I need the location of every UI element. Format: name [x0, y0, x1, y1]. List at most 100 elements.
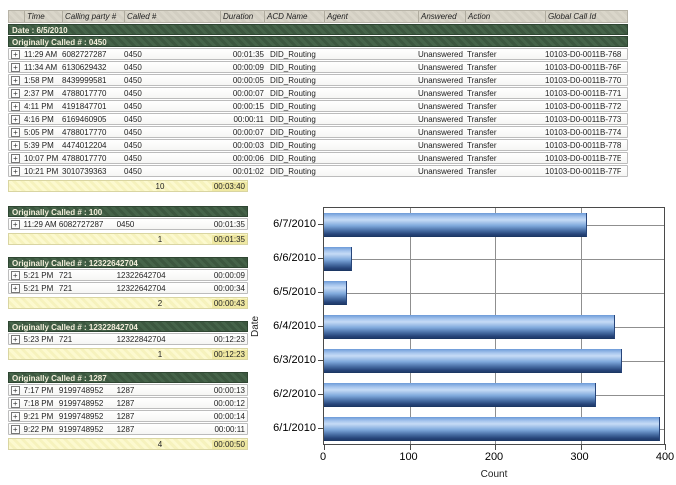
table-row[interactable]: +10:21 PM 3010739363 0450 00:01:02 DID_Routi…: [8, 165, 628, 177]
cell-answered: Unanswered: [418, 62, 463, 72]
expand-icon[interactable]: +: [11, 411, 20, 421]
cell-action: Transfer: [467, 49, 497, 59]
summary-total-duration: 00:00:43: [211, 298, 247, 308]
table-row[interactable]: +5:39 PM 4474012204 0450 00:00:03 DID_Routin…: [8, 139, 628, 151]
cell-calling-party: 721: [58, 283, 73, 293]
cell-duration: 00:00:12: [213, 398, 245, 408]
expand-icon[interactable]: +: [11, 270, 20, 280]
y-tick-label: 6/1/2010: [273, 422, 316, 434]
expand-icon[interactable]: +: [11, 424, 20, 434]
x-tick-label: 100: [399, 451, 418, 463]
table-row[interactable]: +2:37 PM 4788017770 0450 00:00:07 DID_Routin…: [8, 87, 628, 99]
cell-time: 11:29 AM: [23, 219, 57, 229]
table-row[interactable]: +5:05 PM 4788017770 0450 00:00:07 DID_Routin…: [8, 126, 628, 138]
cell-called-number: 0450: [124, 153, 142, 163]
table-row[interactable]: +11:29 AM 6082727287 0450 00:01:35 DID_Routi…: [8, 48, 628, 60]
expand-icon[interactable]: +: [11, 219, 20, 229]
cell-duration: 00:01:02: [232, 166, 264, 176]
expand-icon[interactable]: +: [11, 398, 20, 408]
table-row[interactable]: +11:29 AM 6082727287 0450 00:01:35: [8, 218, 248, 230]
cell-duration: 00:00:15: [232, 101, 264, 111]
cell-global-call-id: 10103-D0-0011B-778: [545, 140, 621, 150]
cell-calling-party: 8439999581: [62, 75, 107, 85]
column-header-acd-name: ACD Name: [265, 11, 325, 22]
cell-duration: 00:00:03: [232, 140, 264, 150]
table-row[interactable]: +5:21 PM 721 12322642704 00:00:34: [8, 282, 248, 294]
expand-icon[interactable]: +: [11, 88, 20, 98]
column-header-called-number: Called #: [125, 11, 221, 22]
expand-icon[interactable]: +: [11, 283, 20, 293]
group-header-0450: Originally Called # : 0450: [8, 36, 628, 47]
cell-called-number: 12322842704: [116, 334, 166, 344]
cell-action: Transfer: [467, 101, 497, 111]
column-header-time: Time: [25, 11, 63, 22]
group-rows-12322842704: +5:23 PM 721 12322842704 00:12:23: [8, 333, 248, 345]
group-table-100: Originally Called # : 100 +11:29 AM 60827…: [8, 206, 248, 245]
cell-acd-name: DID_Routing: [270, 88, 316, 98]
chart-plot-area: [323, 207, 666, 450]
expand-icon[interactable]: +: [11, 62, 20, 72]
cell-duration: 00:00:05: [232, 75, 264, 85]
cell-global-call-id: 10103-D0-0011B-770: [545, 75, 621, 85]
x-axis-tick: [324, 444, 325, 450]
cell-time: 7:18 PM: [23, 398, 54, 408]
column-header-calling-party: Calling party #: [63, 11, 125, 22]
cell-global-call-id: 10103-D0-0011B-77F: [545, 166, 621, 176]
cell-answered: Unanswered: [418, 49, 463, 59]
cell-duration: 00:00:06: [232, 153, 264, 163]
cell-calling-party: 4474012204: [62, 140, 107, 150]
table-row[interactable]: +9:22 PM 9199748952 1287 00:00:11: [8, 423, 248, 435]
expand-icon[interactable]: +: [11, 140, 20, 150]
cell-time: 5:39 PM: [24, 140, 54, 150]
table-row[interactable]: +4:16 PM 6169460905 0450 00:00:11 DID_Routin…: [8, 113, 628, 125]
cell-time: 9:22 PM: [23, 424, 54, 434]
group-rows-0450: +11:29 AM 6082727287 0450 00:01:35 DID_Routi…: [8, 48, 628, 177]
x-axis-tick: [580, 444, 582, 450]
cell-answered: Unanswered: [418, 101, 463, 111]
table-row[interactable]: +5:23 PM 721 12322842704 00:12:23: [8, 333, 248, 345]
cell-called-number: 1287: [116, 385, 135, 395]
table-row[interactable]: +7:17 PM 9199748952 1287 00:00:13: [8, 384, 248, 396]
expand-icon[interactable]: +: [11, 334, 20, 344]
table-row[interactable]: +1:58 PM 8439999581 0450 00:00:05 DID_Routin…: [8, 74, 628, 86]
table-row[interactable]: +10:07 PM 4788017770 0450 00:00:06 DID_Routi…: [8, 152, 628, 164]
cell-acd-name: DID_Routing: [270, 140, 316, 150]
group-header-100: Originally Called # : 100: [8, 206, 248, 217]
expand-icon[interactable]: +: [11, 166, 20, 176]
expand-icon[interactable]: +: [11, 385, 20, 395]
group-header-12322642704: Originally Called # : 12322642704: [8, 257, 248, 268]
cell-global-call-id: 10103-D0-0011B-768: [545, 49, 621, 59]
table-row[interactable]: +11:34 AM 6130629432 0450 00:00:09 DID_Routi…: [8, 61, 628, 73]
y-tick-label: 6/2/2010: [273, 388, 316, 400]
group-summary-1287: 4 00:00:50: [8, 438, 248, 450]
expand-icon[interactable]: +: [11, 153, 20, 163]
cell-duration: 00:00:11: [214, 424, 245, 434]
expand-icon[interactable]: +: [11, 101, 20, 111]
group-rows-1287: +7:17 PM 9199748952 1287 00:00:13 +7:18 PM 91…: [8, 384, 248, 435]
table-row[interactable]: +4:11 PM 4191847701 0450 00:00:15 DID_Routin…: [8, 100, 628, 112]
column-header-action: Action: [466, 11, 546, 22]
column-header-answered: Answered: [419, 11, 466, 22]
cell-called-number: 1287: [116, 411, 135, 421]
group-header-12322842704: Originally Called # : 12322842704: [8, 321, 248, 332]
expand-icon[interactable]: +: [11, 75, 20, 85]
expand-icon[interactable]: +: [11, 49, 20, 59]
group-summary-12322842704: 1 00:12:23: [8, 348, 248, 360]
y-axis-tick: [318, 292, 323, 293]
cell-called-number: 1287: [116, 424, 135, 434]
table-row[interactable]: +9:21 PM 9199748952 1287 00:00:14: [8, 410, 248, 422]
cell-time: 11:34 AM: [24, 62, 58, 72]
y-axis-tick: [318, 326, 323, 327]
chart-bar: [324, 281, 348, 305]
cell-duration: 00:00:07: [232, 88, 264, 98]
cell-calling-party: 9199748952: [58, 424, 104, 434]
summary-total-duration: 00:00:50: [211, 439, 247, 449]
table-row[interactable]: +5:21 PM 721 12322642704 00:00:09: [8, 269, 248, 281]
y-tick-label: 6/3/2010: [273, 354, 316, 366]
table-row[interactable]: +7:18 PM 9199748952 1287 00:00:12: [8, 397, 248, 409]
chart-x-axis-label: Count: [480, 469, 508, 480]
summary-count: 1: [157, 349, 163, 359]
expand-icon[interactable]: +: [11, 114, 20, 124]
expand-icon[interactable]: +: [11, 127, 20, 137]
horizontal-gridline: [324, 259, 664, 260]
